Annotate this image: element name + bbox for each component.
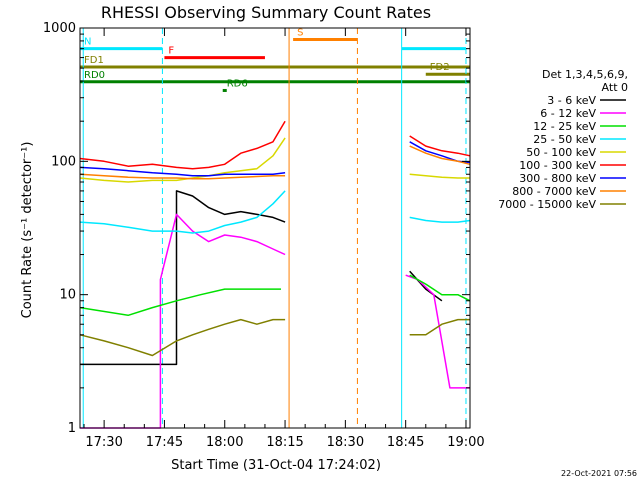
legend-label-12-25-kev: 12 - 25 keV: [533, 120, 596, 133]
chart-axes: 17:30 17:45 18:00 18:15 18:30 18:45 19:00 1 10 10…: [43, 21, 485, 450]
legend-header-line-1: Det 1,3,4,5,6,9,: [542, 68, 628, 81]
flag-label-f: F: [168, 46, 174, 57]
series-line-50-100-kev: [79, 137, 470, 183]
legend-label-300-800-kev: 300 - 800 keV: [519, 172, 596, 185]
flag-label-n: N: [84, 37, 91, 48]
x-tick-label-17-45: 17:45: [146, 435, 183, 450]
plot-frame: [79, 27, 471, 429]
y-tick-label-10: 10: [59, 288, 76, 303]
x-tick-label-17-30: 17:30: [85, 435, 122, 450]
series-line-100-300-kev: [79, 120, 471, 170]
flag-label-s: S: [297, 27, 303, 38]
flag-label-rd6: RD6: [227, 78, 248, 89]
flag-label-fd1: FD1: [84, 55, 104, 66]
y-axis-label: Count Rate (s⁻¹ detector⁻¹): [20, 142, 35, 319]
chart-title: RHESSI Observing Summary Count Rates: [101, 3, 431, 22]
series-line-12-25-kev: [79, 274, 471, 317]
legend-label-7000-15000-kev: 7000 - 15000 keV: [498, 198, 596, 211]
x-tick-label-18-15: 18:15: [266, 435, 303, 450]
y-tick-label-100: 100: [51, 154, 76, 169]
x-axis-label: Start Time (31-Oct-04 17:24:02): [171, 458, 381, 473]
series-line-25-50-kev: [79, 190, 471, 234]
legend-label-100-300-kev: 100 - 300 keV: [519, 159, 596, 172]
x-tick-label-18-00: 18:00: [206, 435, 243, 450]
y-tick-label-1: 1: [68, 421, 76, 436]
legend-label-50-100-kev: 50 - 100 keV: [526, 146, 596, 159]
flag-label-rd0: RD0: [84, 70, 105, 81]
series-line-6-12-kev: [80, 213, 470, 429]
series-line-3-6-kev: [80, 190, 443, 366]
legend-header-line-2: Att 0: [602, 81, 628, 94]
x-tick-label-18-30: 18:30: [327, 435, 364, 450]
footer-stamp: 22-Oct-2021 07:56: [561, 469, 637, 478]
flag-label-fd2: FD2: [430, 62, 450, 73]
x-tick-label-19-00: 19:00: [447, 435, 484, 450]
legend-label-6-12-kev: 6 - 12 keV: [540, 107, 596, 120]
series-line-800-7000-kev: [79, 145, 471, 180]
legend-label-3-6-kev: 3 - 6 keV: [547, 94, 596, 107]
chart-marks: N F S FD1 FD2 RD0 RD6: [79, 27, 471, 429]
y-tick-label-1000: 1000: [43, 21, 76, 36]
series-line-7000-15000-kev: [79, 318, 470, 357]
x-tick-label-18-45: 18:45: [387, 435, 424, 450]
legend-label-25-50-kev: 25 - 50 keV: [533, 133, 596, 146]
legend-label-800-7000-kev: 800 - 7000 keV: [512, 185, 596, 198]
